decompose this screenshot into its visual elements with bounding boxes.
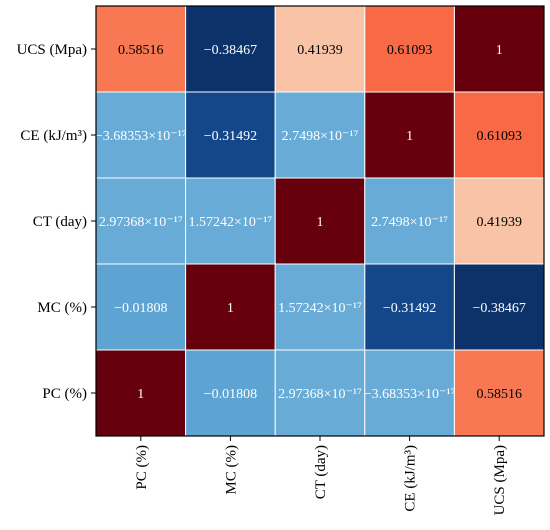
- heatmap-cell-label: 0.61093: [476, 129, 522, 144]
- heatmap-cell: [274, 349, 366, 437]
- heatmap-cell: [95, 349, 187, 437]
- x-tick-label: UCS (Mpa): [492, 445, 508, 515]
- heatmap-cell-label: 1: [406, 129, 413, 144]
- heatmap-cell-label: 2.97368×10⁻¹⁷: [278, 387, 362, 402]
- heatmap-cell: [453, 5, 545, 93]
- x-tick-label: PC (%): [134, 445, 150, 490]
- x-axis-ticks: PC (%) MC (%) CT (day) CE (kJ/m³) UCS (Mpa): [134, 436, 508, 515]
- heatmap-cell-labels: 0.58516 −0.38467 0.41939 0.61093 1 −3.68353×1…: [95, 43, 526, 402]
- x-tick-label: MC (%): [223, 445, 239, 495]
- heatmap-cell-label: −0.31492: [383, 301, 436, 316]
- heatmap-cell-label: 2.7498×10⁻¹⁷: [371, 215, 448, 230]
- heatmap-cell: [364, 5, 455, 93]
- y-tick-label: UCS (Mpa): [17, 42, 87, 58]
- heatmap-cell: [185, 349, 276, 437]
- heatmap-cell: [185, 5, 276, 93]
- heatmap-cell: [185, 263, 276, 351]
- y-axis-ticks: UCS (Mpa) CE (kJ/m³) CT (day) MC (%) PC (%): [17, 42, 96, 402]
- heatmap-cell-label: 0.58516: [118, 43, 164, 58]
- y-tick-label: CE (kJ/m³): [20, 128, 87, 144]
- heatmap-cell: [95, 5, 187, 93]
- heatmap-cell-label: −3.68353×10⁻¹⁷: [364, 387, 456, 402]
- heatmap-cells: [95, 5, 545, 437]
- heatmap-cell-label: 2.97368×10⁻¹⁷: [99, 215, 183, 230]
- heatmap-cell-label: 1.57242×10⁻¹⁷: [188, 215, 272, 230]
- heatmap-cell-label: −0.38467: [472, 301, 525, 316]
- heatmap-cell-label: −0.31492: [204, 129, 257, 144]
- heatmap-cell-label: 2.7498×10⁻¹⁷: [282, 129, 359, 144]
- plot-frame: [95, 5, 545, 437]
- x-tick-label: CT (day): [313, 445, 329, 499]
- heatmap-cell-label: 1.57242×10⁻¹⁷: [278, 301, 362, 316]
- heatmap-cell-label: 0.61093: [387, 43, 433, 58]
- heatmap-cell-label: 1: [227, 301, 234, 316]
- y-tick-label: PC (%): [42, 386, 87, 402]
- heatmap-cell: [453, 177, 545, 265]
- heatmap-cell: [364, 177, 455, 265]
- heatmap-cell: [95, 91, 187, 179]
- heatmap-cell-label: 0.41939: [297, 43, 343, 58]
- heatmap-cell-label: −0.01808: [114, 301, 167, 316]
- heatmap-cell-label: −0.38467: [204, 43, 257, 58]
- heatmap-cell-label: 1: [317, 215, 324, 230]
- y-tick-label: MC (%): [37, 300, 87, 316]
- heatmap-cell: [274, 177, 366, 265]
- heatmap-cell-label: −3.68353×10⁻¹⁷: [95, 129, 187, 144]
- heatmap-cell-label: 0.41939: [476, 215, 522, 230]
- x-tick-label: CE (kJ/m³): [403, 445, 419, 512]
- y-tick-label: CT (day): [33, 214, 87, 230]
- heatmap-cell: [185, 177, 276, 265]
- heatmap-cell-label: 0.58516: [476, 387, 522, 402]
- heatmap-cell: [364, 263, 455, 351]
- heatmap-cell: [453, 91, 545, 179]
- heatmap-cell: [274, 263, 366, 351]
- heatmap-cell-label: 1: [496, 43, 503, 58]
- heatmap-cell-label: −0.01808: [204, 387, 257, 402]
- heatmap-cell: [274, 91, 366, 179]
- heatmap-cell: [453, 349, 545, 437]
- heatmap-cell: [453, 263, 545, 351]
- heatmap-cell-label: 1: [137, 387, 144, 402]
